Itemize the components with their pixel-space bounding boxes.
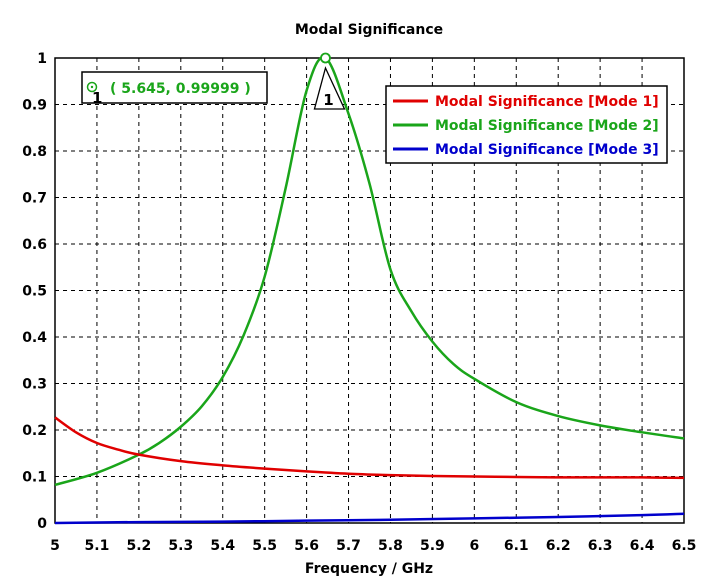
- peak-marker-circle: [320, 52, 331, 64]
- x-tick-label: 5.5: [252, 538, 277, 554]
- series-line-mode-1: [54, 416, 685, 480]
- x-tick-labels: 5 5.1 5.2 5.3 5.4 5.5 5.6 5.7 5.8 5.9 6 6.1 6.2 6.3 6.…: [50, 538, 696, 554]
- y-tick-label: 0.2: [22, 423, 47, 439]
- peak-marker-id: 1: [323, 91, 333, 109]
- y-tick-labels: 0 0.1 0.2 0.3 0.4 0.5 0.6 0.7 0.8 0.9 1: [22, 51, 47, 532]
- y-tick-label: 0.7: [22, 191, 47, 207]
- x-tick-label: 6: [469, 538, 479, 554]
- legend: Modal Significance [Mode 1] Modal Signifi…: [385, 85, 668, 164]
- peak-marker-flag: [313, 66, 346, 110]
- x-tick-label: 5.9: [420, 538, 445, 554]
- plot-frame: [54, 57, 685, 524]
- legend-frame: [385, 85, 668, 164]
- x-tick-label: 5.6: [294, 538, 319, 554]
- marker-readout-box: 1 ( 5.645, 0.99999 ): [81, 71, 268, 107]
- x-tick-label: 5.1: [85, 538, 110, 554]
- readout-marker-icon: [86, 81, 98, 93]
- y-tick-label: 0.6: [22, 237, 47, 253]
- y-tick-label: 0: [37, 516, 47, 532]
- series-line-mode-2: [54, 56, 685, 487]
- x-axis-label: Frequency / GHz: [305, 561, 433, 577]
- x-tick-label: 5: [50, 538, 60, 554]
- marker-readout-frame: [81, 71, 268, 104]
- marker-readout-text: ( 5.645, 0.99999 ): [110, 81, 251, 97]
- legend-entry-mode-3: Modal Significance [Mode 3]: [435, 142, 659, 158]
- chart-title: Modal Significance: [295, 22, 443, 38]
- peak-marker: 1: [313, 52, 346, 110]
- y-tick-label: 0.1: [22, 470, 47, 486]
- grid-lines: [55, 58, 684, 523]
- x-tick-label: 6.1: [504, 538, 529, 554]
- y-tick-label: 0.5: [22, 284, 47, 300]
- readout-marker-id: 1: [92, 89, 102, 107]
- x-tick-label: 5.4: [210, 538, 235, 554]
- x-tick-label: 6.3: [588, 538, 613, 554]
- y-tick-label: 1: [37, 51, 47, 67]
- series-lines: [54, 56, 685, 525]
- x-tick-label: 6.5: [672, 538, 697, 554]
- x-tick-label: 5.8: [378, 538, 403, 554]
- readout-marker-dot-icon: [90, 85, 94, 89]
- y-tick-label: 0.9: [22, 98, 47, 114]
- series-line-mode-3: [54, 512, 685, 525]
- x-tick-label: 6.2: [546, 538, 571, 554]
- x-tick-label: 6.4: [630, 538, 655, 554]
- legend-entry-mode-1: Modal Significance [Mode 1]: [435, 94, 659, 110]
- y-tick-label: 0.4: [22, 330, 47, 346]
- x-tick-label: 5.2: [126, 538, 151, 554]
- y-tick-label: 0.8: [22, 144, 47, 160]
- x-tick-label: 5.3: [168, 538, 193, 554]
- x-tick-label: 5.7: [336, 538, 361, 554]
- legend-entry-mode-2: Modal Significance [Mode 2]: [435, 118, 659, 134]
- y-tick-label: 0.3: [22, 377, 47, 393]
